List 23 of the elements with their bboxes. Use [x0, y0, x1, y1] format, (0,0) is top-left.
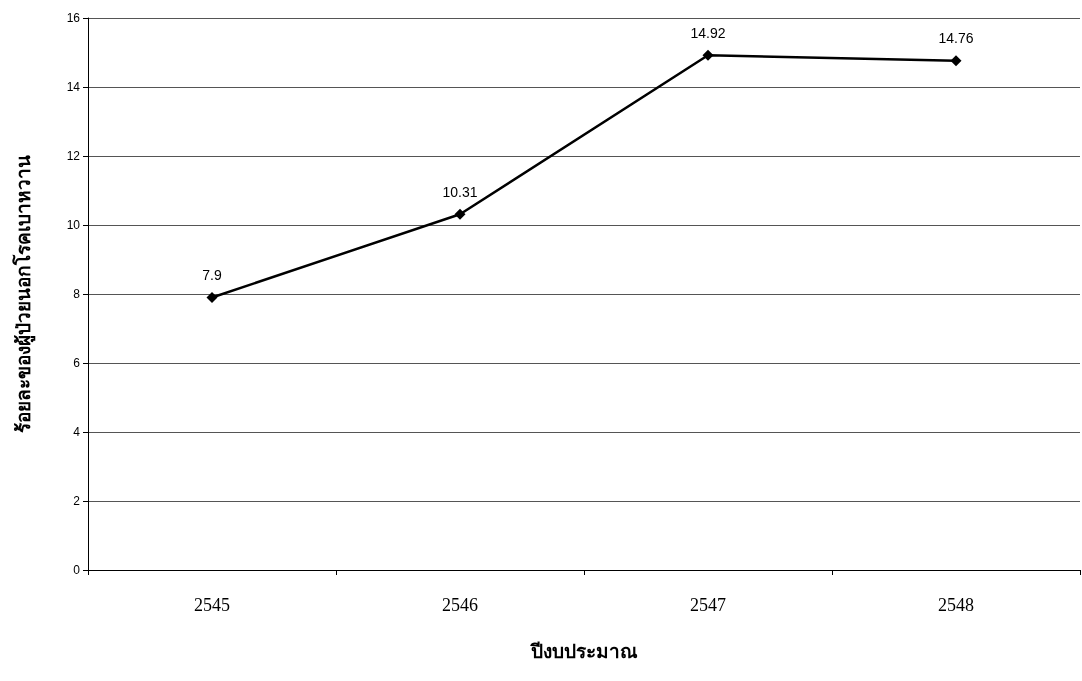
x-tick-label: 2547 [690, 595, 726, 615]
y-tick-label: 12 [66, 149, 81, 163]
y-tick-label: 2 [73, 494, 81, 508]
y-tick-label: 4 [73, 425, 81, 439]
point [206, 291, 218, 303]
y-axis-title: ร้อยละของผู้ป่วยนอกโรคเบาหวาน [12, 155, 36, 433]
y-tick-label: 6 [73, 356, 81, 370]
y-tick-label: 10 [66, 218, 81, 232]
y-tick-label: 8 [73, 287, 81, 301]
data-label: 7.9 [202, 266, 222, 283]
y-tick-label: 0 [73, 563, 81, 577]
x-tick-label: 2545 [194, 595, 230, 615]
x-axis-title: ปีงบประมาณ [529, 641, 638, 662]
data-label: 10.31 [442, 183, 478, 200]
y-tick-label: 16 [66, 11, 81, 25]
point [454, 208, 466, 220]
x-tick-label: 2548 [938, 595, 974, 615]
data-label: 14.76 [938, 30, 974, 47]
point [950, 55, 962, 67]
y-tick-label: 14 [66, 80, 81, 94]
x-tick-label: 2546 [442, 595, 478, 615]
data-label: 14.92 [690, 24, 726, 41]
point [702, 49, 714, 61]
